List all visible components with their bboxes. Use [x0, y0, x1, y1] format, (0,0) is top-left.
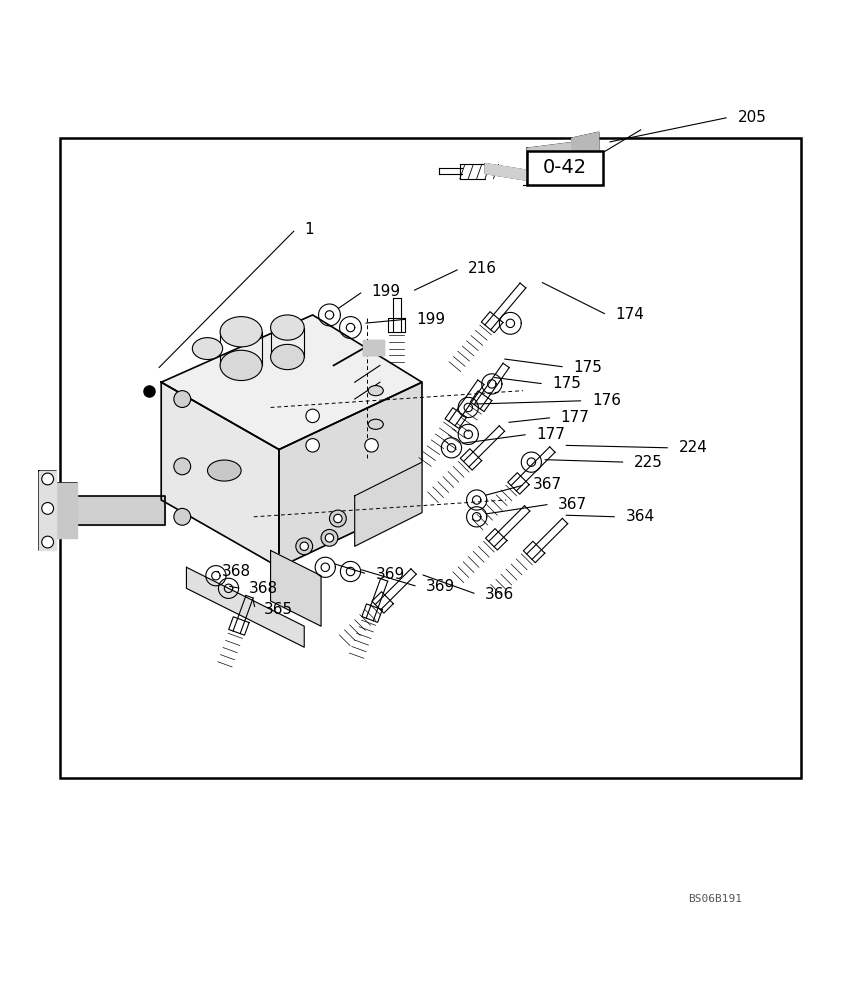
- Circle shape: [365, 439, 378, 452]
- Circle shape: [306, 409, 319, 423]
- Ellipse shape: [271, 344, 304, 370]
- Circle shape: [333, 514, 342, 523]
- Text: 366: 366: [485, 587, 514, 602]
- Text: BS06B191: BS06B191: [688, 894, 742, 904]
- Text: 175: 175: [552, 376, 582, 391]
- Text: 176: 176: [592, 393, 621, 408]
- Ellipse shape: [208, 460, 241, 481]
- Text: 216: 216: [468, 261, 497, 276]
- Polygon shape: [485, 164, 528, 180]
- Text: 225: 225: [634, 455, 663, 470]
- Circle shape: [329, 510, 346, 527]
- Text: 367: 367: [533, 477, 562, 492]
- Text: 205: 205: [738, 110, 766, 125]
- Polygon shape: [528, 142, 573, 185]
- Text: 224: 224: [679, 440, 707, 455]
- Circle shape: [41, 536, 53, 548]
- Circle shape: [306, 439, 319, 452]
- Text: 368: 368: [222, 564, 251, 579]
- Ellipse shape: [368, 419, 383, 429]
- Polygon shape: [187, 567, 304, 647]
- Circle shape: [41, 473, 53, 485]
- Text: 369: 369: [426, 579, 456, 594]
- Polygon shape: [161, 315, 422, 450]
- Text: 199: 199: [416, 312, 446, 327]
- Circle shape: [41, 503, 53, 514]
- Text: 177: 177: [537, 427, 565, 442]
- Ellipse shape: [271, 315, 304, 340]
- Circle shape: [325, 534, 333, 542]
- Polygon shape: [363, 340, 384, 355]
- Polygon shape: [161, 382, 279, 567]
- Ellipse shape: [192, 338, 223, 360]
- Text: 199: 199: [371, 284, 401, 299]
- Circle shape: [174, 391, 191, 407]
- Text: 177: 177: [560, 410, 590, 425]
- Text: 369: 369: [376, 567, 405, 582]
- Circle shape: [300, 542, 308, 550]
- Bar: [528, 151, 603, 185]
- Polygon shape: [51, 483, 77, 538]
- Text: 367: 367: [558, 497, 587, 512]
- Text: 368: 368: [249, 581, 278, 596]
- Text: 175: 175: [573, 360, 603, 375]
- Circle shape: [174, 508, 191, 525]
- Text: 1: 1: [304, 222, 314, 237]
- Ellipse shape: [220, 317, 262, 347]
- Circle shape: [321, 529, 338, 546]
- Bar: [60, 138, 801, 778]
- Polygon shape: [271, 550, 321, 626]
- Polygon shape: [39, 471, 56, 550]
- Text: 0-42: 0-42: [543, 158, 587, 177]
- Text: 364: 364: [625, 509, 655, 524]
- Ellipse shape: [220, 350, 262, 381]
- Text: 365: 365: [264, 602, 293, 617]
- Polygon shape: [279, 382, 422, 567]
- Text: 174: 174: [615, 307, 644, 322]
- Polygon shape: [73, 496, 165, 525]
- Polygon shape: [571, 132, 598, 185]
- Ellipse shape: [368, 386, 383, 396]
- Polygon shape: [354, 462, 422, 546]
- Circle shape: [295, 538, 312, 555]
- Circle shape: [174, 458, 191, 475]
